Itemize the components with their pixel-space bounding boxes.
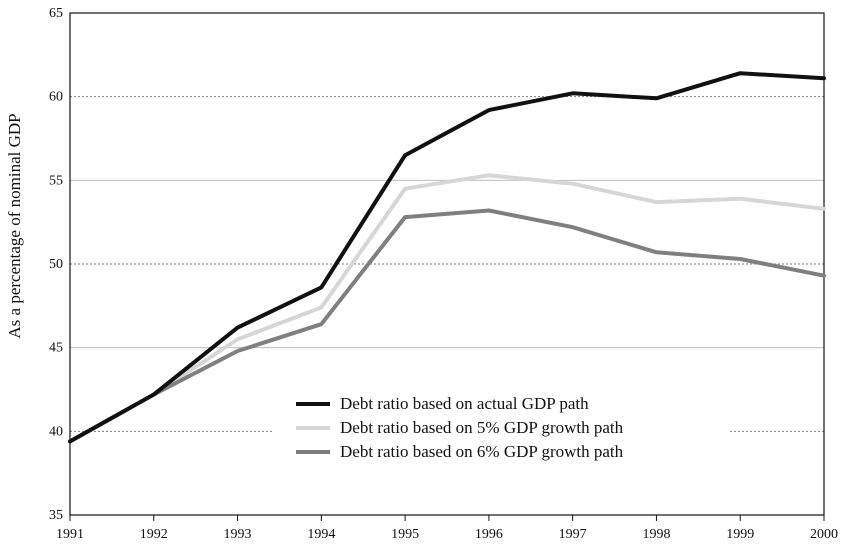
x-tick-label: 1996 xyxy=(475,527,503,542)
x-tick-label: 1997 xyxy=(559,527,587,542)
y-tick-label: 55 xyxy=(49,173,63,188)
x-tick-label: 1998 xyxy=(642,527,670,542)
x-tick-label: 1992 xyxy=(140,527,168,542)
y-tick-label: 60 xyxy=(49,90,63,105)
legend-label: Debt ratio based on actual GDP path xyxy=(340,394,589,413)
plot-frame xyxy=(69,12,825,516)
series-line-2 xyxy=(68,173,826,444)
x-tick-label: 1999 xyxy=(726,527,754,542)
x-tick-label: 2000 xyxy=(810,527,838,542)
series-line-3 xyxy=(68,208,826,444)
series-lines xyxy=(68,71,826,444)
y-tick-label: 50 xyxy=(49,257,63,272)
legend-label: Debt ratio based on 5% GDP growth path xyxy=(340,418,624,437)
y-tick-label: 40 xyxy=(49,424,63,439)
x-tick-label: 1994 xyxy=(307,527,335,542)
legend: Debt ratio based on actual GDP path Debt … xyxy=(272,388,728,470)
x-tick-label: 1993 xyxy=(224,527,252,542)
y-tick-label: 45 xyxy=(49,341,63,356)
series-line-1 xyxy=(68,71,826,444)
x-tick-label: 1995 xyxy=(391,527,419,542)
y-tick-label: 65 xyxy=(49,6,63,21)
legend-label: Debt ratio based on 6% GDP growth path xyxy=(340,442,624,461)
x-tick-label: 1991 xyxy=(56,527,84,542)
legend-background xyxy=(272,388,728,470)
y-tick-label: 35 xyxy=(49,508,63,523)
axes: 35 40 45 50 55 60 65 1991 1992 1993 1994 1995 1996 19… xyxy=(49,6,838,542)
y-axis-label: As a percentage of nominal GDP xyxy=(5,113,24,338)
